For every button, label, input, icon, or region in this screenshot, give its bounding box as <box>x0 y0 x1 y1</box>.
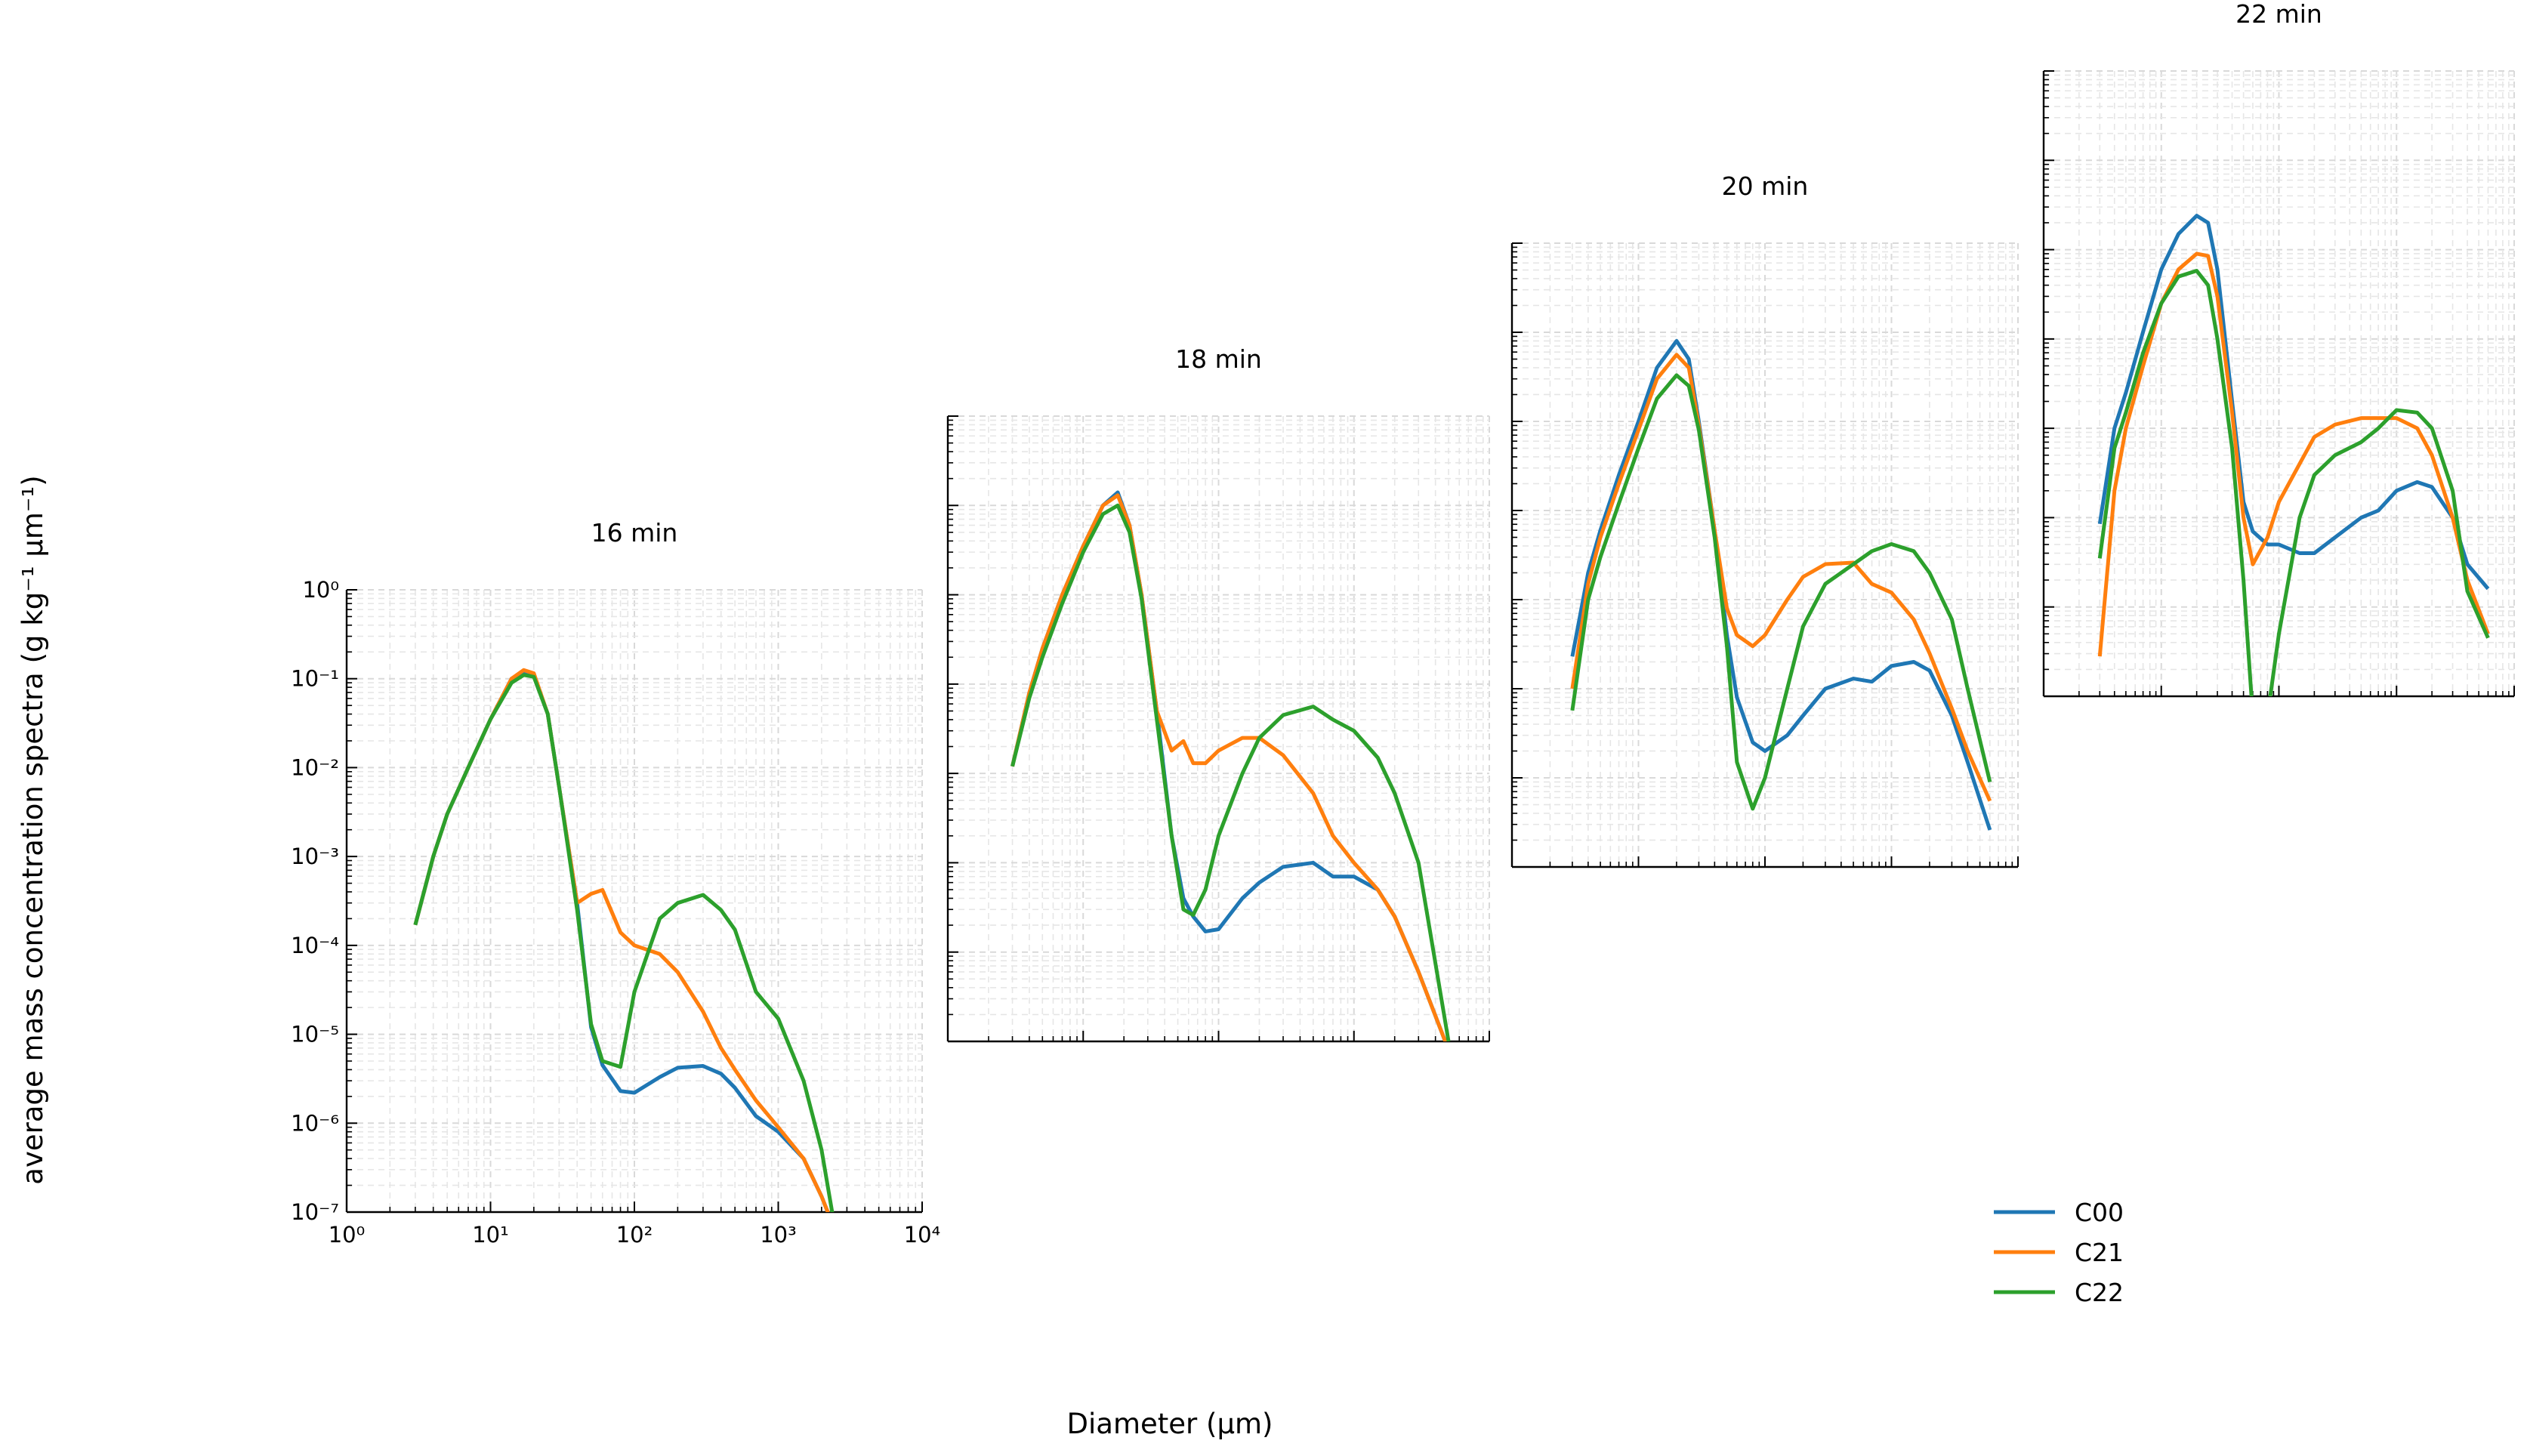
panel: 16 min 10⁰ 10¹ 10² 10³ 10⁴ 10⁻⁷ 10⁻⁶ 10⁻⁵ 10⁻⁴ 10⁻… <box>291 518 940 1248</box>
panel-title: 20 min <box>1722 171 1809 201</box>
series-line <box>413 673 835 1212</box>
y-tick-label: 10⁻³ <box>291 844 339 869</box>
x-tick-label: 10⁰ <box>329 1222 366 1248</box>
panel-title: 16 min <box>591 518 678 548</box>
y-axis-label: average mass concentration spectra (g kg… <box>17 475 49 1184</box>
panel-title: 18 min <box>1175 344 1262 374</box>
x-axis-label: Diameter (μm) <box>1067 1408 1273 1440</box>
series-line <box>2097 269 2490 696</box>
y-tick-label: 10⁻¹ <box>291 666 339 692</box>
y-tick-label: 10⁻⁶ <box>291 1110 339 1136</box>
y-tick-label: 10⁰ <box>302 577 339 603</box>
series-line <box>1570 373 1992 811</box>
y-tick-label: 10⁻⁵ <box>291 1022 339 1047</box>
x-tick-label: 10⁴ <box>904 1222 941 1248</box>
series-line <box>413 668 830 1212</box>
y-tick-label: 10⁻⁷ <box>291 1199 339 1225</box>
series-line <box>1570 353 1992 802</box>
legend-label: C21 <box>2075 1238 2124 1267</box>
legend-label: C22 <box>2075 1278 2124 1307</box>
series-line <box>2097 214 2490 591</box>
x-tick-label: 10¹ <box>472 1222 509 1248</box>
series-line <box>413 669 830 1212</box>
y-tick-label: 10⁻² <box>291 754 339 780</box>
panel: 22 min <box>2042 0 2515 698</box>
y-tick-label: 10⁻⁴ <box>291 933 339 958</box>
legend-label: C00 <box>2075 1198 2124 1227</box>
x-tick-label: 10² <box>616 1222 653 1248</box>
panel-title: 22 min <box>2235 0 2322 29</box>
series-line <box>1570 338 1992 831</box>
panel: 18 min <box>946 344 1490 1043</box>
series-line <box>1010 503 1451 1041</box>
x-tick-label: 10³ <box>760 1222 797 1248</box>
legend: C00 C21 C22 <box>1994 1198 2124 1307</box>
panel: 20 min <box>1510 171 2019 868</box>
series-line <box>1010 493 1448 1041</box>
